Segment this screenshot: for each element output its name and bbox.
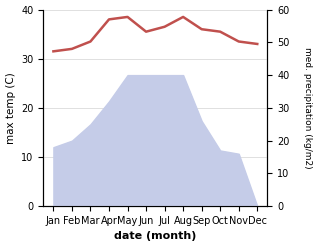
Y-axis label: max temp (C): max temp (C) [5,72,16,144]
Y-axis label: med. precipitation (kg/m2): med. precipitation (kg/m2) [303,47,313,169]
X-axis label: date (month): date (month) [114,231,197,242]
